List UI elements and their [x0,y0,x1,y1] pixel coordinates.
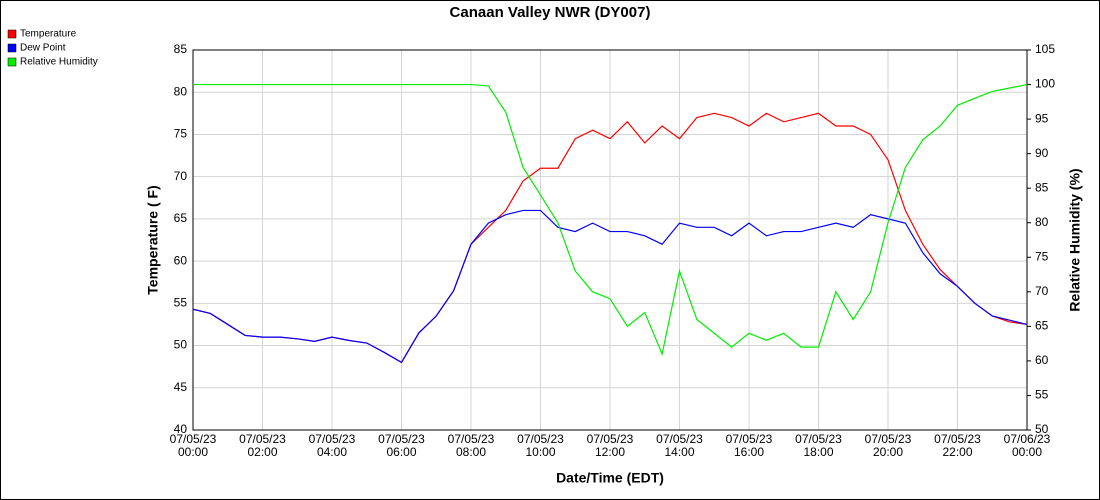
y-tick-label: 70 [174,169,188,183]
y-tick-label: 45 [174,380,188,394]
y2-tick-label: 65 [1035,319,1049,333]
y-tick-label: 65 [174,211,188,225]
y2-tick-label: 50 [1035,422,1049,436]
legend-label: Temperature [20,29,77,40]
y2-tick-label: 75 [1035,249,1049,263]
x-tick-label: 07/05/23 16:00 [726,432,773,459]
chart-title: Canaan Valley NWR (DY007) [450,4,651,21]
y-tick-label: 40 [174,422,188,436]
x-tick-label: 07/05/23 08:00 [448,432,495,459]
legend-label: Dew Point [20,43,66,54]
x-tick-label: 07/05/23 22:00 [934,432,981,459]
y2-tick-label: 85 [1035,180,1049,194]
y-tick-label: 55 [174,296,188,310]
plot-border [192,49,1028,431]
y2-axis-title: Relative Humidity (%) [1067,168,1083,311]
x-tick-label: 07/05/23 02:00 [239,432,286,459]
y2-tick-label: 95 [1035,111,1049,125]
legend-swatch [7,29,17,39]
x-tick-label: 07/05/23 20:00 [865,432,912,459]
x-tick-label: 07/05/23 00:00 [170,432,217,459]
y2-tick-label: 80 [1035,215,1049,229]
x-tick-label: 07/05/23 10:00 [517,432,564,459]
legend-swatch [7,43,17,53]
y2-tick-label: 70 [1035,284,1049,298]
legend-swatch [7,57,17,67]
legend-label: Relative Humidity [20,57,98,68]
x-tick-label: 07/05/23 04:00 [309,432,356,459]
y-tick-label: 50 [174,338,188,352]
x-axis-title: Date/Time (EDT) [556,470,664,486]
y-tick-label: 75 [174,127,188,141]
y2-tick-label: 90 [1035,146,1049,160]
y-axis-title: Temperature ( F) [145,185,161,294]
y-tick-label: 60 [174,253,188,267]
y-tick-label: 80 [174,84,188,98]
y2-tick-label: 55 [1035,388,1049,402]
y2-tick-label: 60 [1035,353,1049,367]
x-tick-label: 07/05/23 18:00 [795,432,842,459]
y2-tick-label: 100 [1035,77,1055,91]
y2-tick-label: 105 [1035,42,1055,56]
x-tick-label: 07/05/23 06:00 [378,432,425,459]
x-tick-label: 07/05/23 14:00 [656,432,703,459]
x-tick-label: 07/06/23 00:00 [1004,432,1051,459]
series-line [192,209,1028,364]
y-tick-label: 85 [174,42,188,56]
x-tick-label: 07/05/23 12:00 [587,432,634,459]
series-line [193,83,1028,357]
